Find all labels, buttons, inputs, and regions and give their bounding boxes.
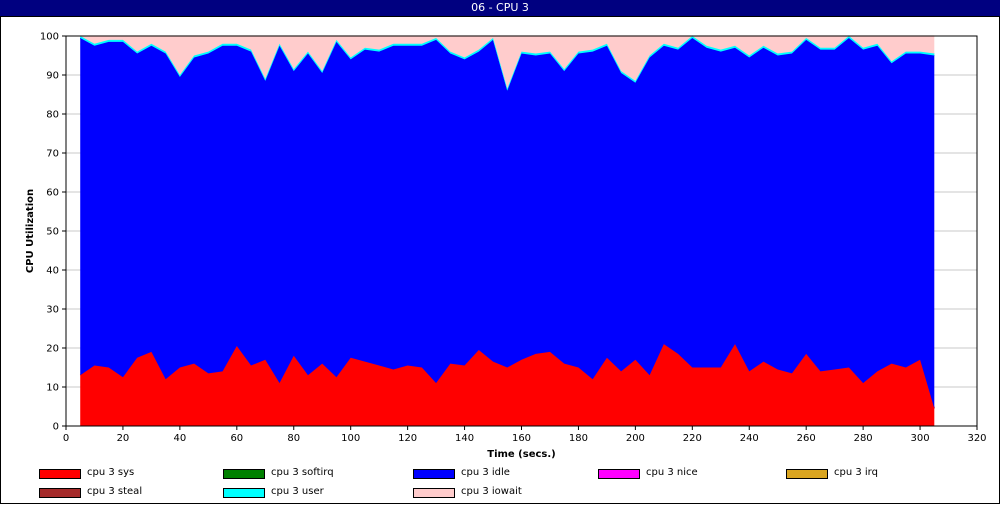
- x-tick-label: 200: [626, 433, 645, 444]
- x-tick-label: 140: [455, 433, 474, 444]
- axis-ticks: 0 10 20 30 40 50 60 70 80 90 100 0 20 40 60 80 100 120 140…: [40, 32, 987, 445]
- legend-label: cpu 3 nice: [646, 467, 698, 478]
- legend-swatch: [598, 469, 640, 479]
- x-tick-label: 80: [287, 433, 300, 444]
- y-tick-label: 30: [46, 305, 59, 316]
- x-tick-label: 120: [398, 433, 417, 444]
- window-title: 06 - CPU 3: [0, 0, 1000, 16]
- area-cpu-3-sys: [80, 344, 935, 426]
- legend-label: cpu 3 idle: [461, 467, 510, 478]
- x-tick-label: 220: [683, 433, 702, 444]
- legend-label: cpu 3 iowait: [461, 486, 522, 497]
- y-tick-label: 10: [46, 383, 59, 394]
- legend: cpu 3 sys cpu 3 softirq cpu 3 idle cpu 3 ni…: [1, 467, 1000, 521]
- legend-label: cpu 3 sys: [87, 467, 135, 478]
- y-tick-label: 100: [40, 32, 59, 43]
- legend-label: cpu 3 softirq: [271, 467, 334, 478]
- legend-swatch: [786, 469, 828, 479]
- y-axis-label: CPU Utilization: [25, 189, 36, 273]
- y-tick-label: 0: [53, 422, 59, 433]
- area-cpu-3-iowait: [80, 36, 935, 89]
- stacked-areas: [79, 35, 935, 426]
- chart-frame: 0 10 20 30 40 50 60 70 80 90 100 0 20 40 60 80 100 120 140…: [0, 16, 1000, 504]
- legend-label: cpu 3 steal: [87, 486, 143, 497]
- x-tick-label: 180: [569, 433, 588, 444]
- legend-swatch: [39, 469, 81, 479]
- y-tick-label: 90: [46, 71, 59, 82]
- y-tick-label: 80: [46, 110, 59, 121]
- x-tick-label: 100: [341, 433, 360, 444]
- x-tick-label: 0: [63, 433, 69, 444]
- x-tick-label: 240: [740, 433, 759, 444]
- y-tick-label: 50: [46, 227, 59, 238]
- y-tick-label: 20: [46, 344, 59, 355]
- x-tick-label: 320: [967, 433, 986, 444]
- y-tick-label: 60: [46, 188, 59, 199]
- x-tick-label: 300: [911, 433, 930, 444]
- x-tick-label: 40: [174, 433, 187, 444]
- legend-swatch: [413, 488, 455, 498]
- area-cpu-3-idle: [80, 37, 935, 409]
- legend-label: cpu 3 irq: [834, 467, 878, 478]
- legend-swatch: [223, 488, 265, 498]
- x-tick-label: 20: [117, 433, 130, 444]
- legend-label: cpu 3 user: [271, 486, 324, 497]
- x-tick-label: 280: [854, 433, 873, 444]
- legend-swatch: [223, 469, 265, 479]
- x-tick-label: 60: [230, 433, 243, 444]
- y-tick-label: 40: [46, 266, 59, 277]
- legend-swatch: [413, 469, 455, 479]
- legend-swatch: [39, 488, 81, 498]
- x-tick-label: 160: [512, 433, 531, 444]
- y-tick-label: 70: [46, 149, 59, 160]
- cpu-utilization-chart: 0 10 20 30 40 50 60 70 80 90 100 0 20 40 60 80 100 120 140…: [25, 32, 987, 461]
- x-tick-label: 260: [797, 433, 816, 444]
- x-axis-label: Time (secs.): [487, 449, 556, 460]
